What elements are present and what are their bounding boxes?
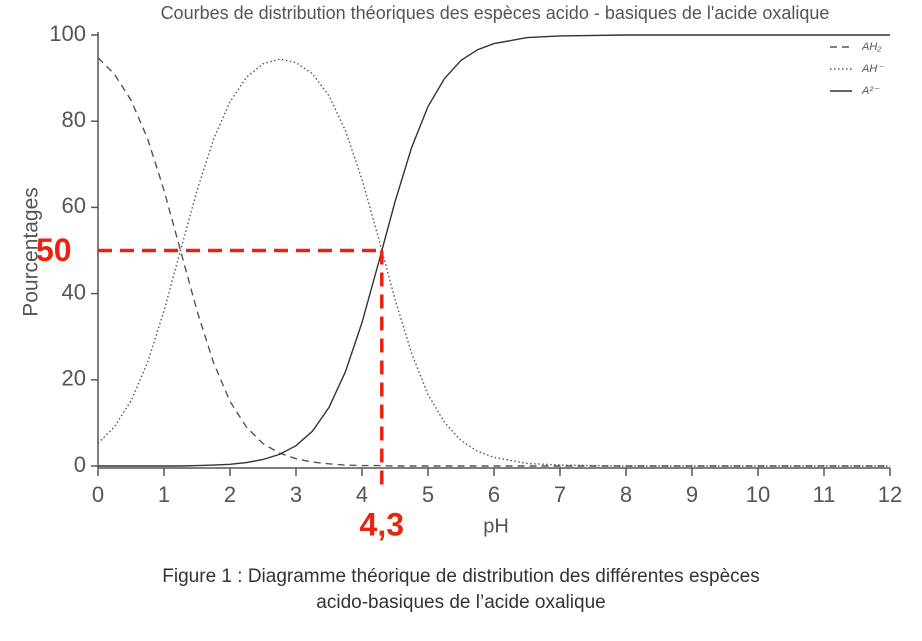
- x-tick-label: 5: [422, 482, 434, 507]
- x-tick-label: 0: [92, 482, 104, 507]
- x-tick-label: 1: [158, 482, 170, 507]
- x-tick-label: 9: [686, 482, 698, 507]
- x-tick-label: 12: [878, 482, 902, 507]
- series-line: [98, 34, 890, 467]
- caption: acido-basiques de l’acide oxalique: [316, 592, 605, 613]
- caption: Figure 1 : Diagramme théorique de distri…: [162, 566, 759, 587]
- y-tick-label: 80: [62, 107, 86, 132]
- annotation-label: 50: [36, 232, 72, 268]
- series-line: [97, 58, 890, 467]
- y-axis-label: Pourcentages: [20, 187, 43, 317]
- y-tick-label: 60: [62, 193, 86, 218]
- y-tick-label: 100: [49, 21, 86, 46]
- y-tick-label: 40: [62, 279, 86, 304]
- x-tick-label: 7: [554, 482, 566, 507]
- legend-label: A²⁻: [861, 85, 880, 97]
- x-tick-label: 4: [356, 482, 368, 507]
- x-tick-label: 10: [746, 482, 770, 507]
- x-tick-label: 11: [813, 482, 836, 507]
- series-line: [97, 57, 890, 467]
- y-tick-label: 20: [62, 366, 86, 391]
- x-tick-label: 2: [224, 482, 236, 507]
- x-axis-label: pH: [483, 515, 509, 537]
- y-tick-label: 0: [74, 452, 86, 477]
- annotation-label: 4,3: [360, 506, 404, 542]
- x-tick-label: 8: [620, 482, 632, 507]
- x-tick-label: 3: [290, 482, 302, 507]
- chart-title: Courbes de distribution théoriques des e…: [161, 3, 830, 23]
- x-tick-label: 6: [488, 482, 500, 507]
- legend-label: AH⁻: [861, 63, 884, 75]
- legend-label: AH₂: [861, 41, 882, 53]
